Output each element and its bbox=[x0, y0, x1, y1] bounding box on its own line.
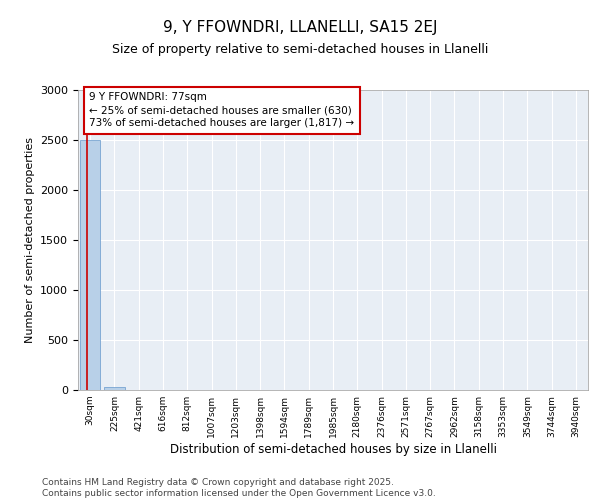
X-axis label: Distribution of semi-detached houses by size in Llanelli: Distribution of semi-detached houses by … bbox=[170, 442, 497, 456]
Bar bbox=[104, 387, 125, 390]
Text: Size of property relative to semi-detached houses in Llanelli: Size of property relative to semi-detach… bbox=[112, 42, 488, 56]
Text: 9, Y FFOWNDRI, LLANELLI, SA15 2EJ: 9, Y FFOWNDRI, LLANELLI, SA15 2EJ bbox=[163, 20, 437, 35]
Text: Contains HM Land Registry data © Crown copyright and database right 2025.
Contai: Contains HM Land Registry data © Crown c… bbox=[42, 478, 436, 498]
Y-axis label: Number of semi-detached properties: Number of semi-detached properties bbox=[25, 137, 35, 343]
Bar bbox=[80, 140, 100, 390]
Text: 9 Y FFOWNDRI: 77sqm
← 25% of semi-detached houses are smaller (630)
73% of semi-: 9 Y FFOWNDRI: 77sqm ← 25% of semi-detach… bbox=[89, 92, 355, 128]
